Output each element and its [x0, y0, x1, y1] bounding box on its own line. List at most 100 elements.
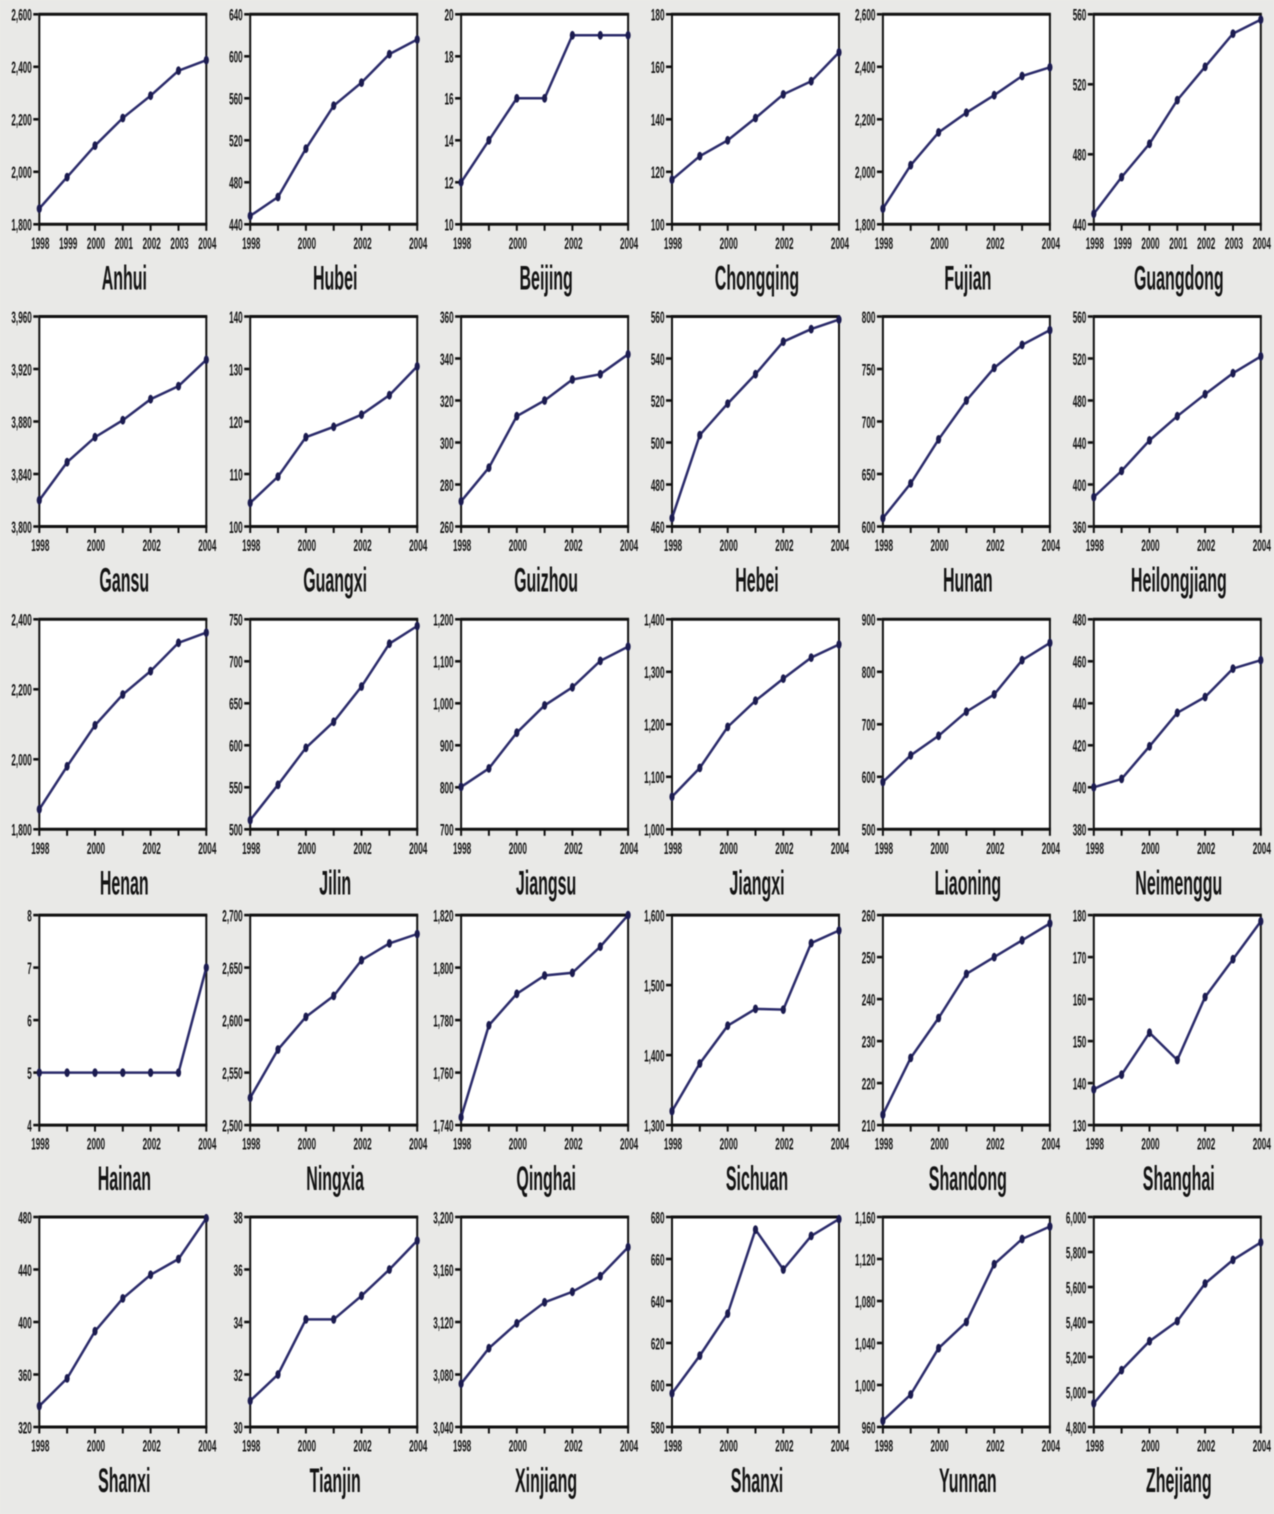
svg-text:2004: 2004	[1042, 1437, 1060, 1456]
svg-text:3,120: 3,120	[433, 1313, 453, 1332]
svg-text:2,200: 2,200	[11, 681, 31, 700]
svg-text:2002: 2002	[775, 1437, 793, 1456]
svg-text:10: 10	[445, 216, 454, 235]
svg-text:1998: 1998	[31, 536, 49, 555]
svg-text:1998: 1998	[453, 536, 471, 555]
svg-text:2002: 2002	[986, 1437, 1004, 1456]
svg-text:1,120: 1,120	[855, 1250, 875, 1269]
svg-text:700: 700	[862, 413, 876, 432]
svg-text:5: 5	[27, 1064, 32, 1083]
svg-text:12: 12	[445, 174, 454, 193]
svg-text:4: 4	[27, 1116, 32, 1135]
svg-text:Zhejiang: Zhejiang	[1146, 1462, 1212, 1500]
svg-text:260: 260	[862, 906, 876, 925]
svg-text:1998: 1998	[242, 1437, 260, 1456]
svg-text:580: 580	[651, 1418, 665, 1437]
svg-text:160: 160	[651, 58, 665, 77]
svg-text:2000: 2000	[509, 839, 527, 858]
svg-text:Liaoning: Liaoning	[935, 864, 1002, 902]
svg-text:2004: 2004	[831, 839, 849, 858]
svg-text:2002: 2002	[775, 839, 793, 858]
svg-text:1998: 1998	[453, 1437, 471, 1456]
svg-text:1998: 1998	[242, 234, 260, 253]
svg-text:1,000: 1,000	[855, 1376, 875, 1395]
svg-text:32: 32	[234, 1366, 243, 1385]
svg-text:140: 140	[229, 308, 243, 327]
svg-text:1998: 1998	[664, 536, 682, 555]
svg-text:8: 8	[27, 906, 32, 925]
svg-text:2002: 2002	[143, 536, 161, 555]
svg-text:Shandong: Shandong	[929, 1160, 1007, 1198]
svg-text:Gansu: Gansu	[99, 562, 149, 600]
svg-text:2,550: 2,550	[222, 1064, 242, 1083]
svg-text:1998: 1998	[1086, 1135, 1104, 1154]
svg-text:110: 110	[230, 465, 243, 484]
svg-text:2004: 2004	[409, 536, 427, 555]
svg-text:550: 550	[229, 779, 243, 798]
svg-text:320: 320	[440, 392, 454, 411]
svg-text:2004: 2004	[198, 1437, 216, 1456]
svg-text:1,160: 1,160	[855, 1208, 875, 1227]
svg-text:1,760: 1,760	[433, 1064, 453, 1083]
svg-text:2004: 2004	[831, 1135, 849, 1154]
svg-text:250: 250	[862, 948, 876, 967]
svg-text:400: 400	[1073, 476, 1087, 495]
svg-text:Qinghai: Qinghai	[516, 1160, 576, 1198]
svg-text:640: 640	[229, 6, 243, 25]
svg-text:1998: 1998	[875, 1135, 893, 1154]
svg-text:14: 14	[445, 132, 454, 151]
svg-text:2002: 2002	[354, 234, 372, 253]
svg-text:660: 660	[651, 1250, 665, 1269]
svg-text:2,600: 2,600	[855, 6, 875, 25]
svg-text:2000: 2000	[87, 234, 105, 253]
svg-text:Yunnan: Yunnan	[939, 1462, 997, 1500]
svg-text:560: 560	[229, 90, 243, 109]
svg-text:2004: 2004	[831, 1437, 849, 1456]
svg-text:4,800: 4,800	[1066, 1418, 1086, 1437]
svg-text:1998: 1998	[875, 1437, 893, 1456]
svg-text:2,000: 2,000	[11, 163, 31, 182]
svg-text:2004: 2004	[409, 234, 427, 253]
svg-text:1998: 1998	[31, 234, 49, 253]
svg-text:120: 120	[651, 163, 665, 182]
svg-text:1998: 1998	[1086, 536, 1104, 555]
svg-text:2000: 2000	[298, 234, 316, 253]
svg-text:400: 400	[18, 1313, 32, 1332]
svg-text:5,400: 5,400	[1066, 1313, 1086, 1332]
svg-text:2,200: 2,200	[855, 111, 875, 130]
svg-text:700: 700	[862, 716, 876, 735]
svg-text:2004: 2004	[1042, 839, 1060, 858]
svg-text:Xinjiang: Xinjiang	[515, 1462, 577, 1500]
svg-text:2004: 2004	[620, 234, 638, 253]
svg-text:2002: 2002	[354, 839, 372, 858]
svg-text:1998: 1998	[31, 839, 49, 858]
svg-text:1,600: 1,600	[644, 906, 664, 925]
svg-text:2,200: 2,200	[11, 111, 31, 130]
svg-text:2,650: 2,650	[222, 959, 242, 978]
svg-text:2000: 2000	[87, 536, 105, 555]
svg-text:2000: 2000	[720, 536, 738, 555]
svg-text:2000: 2000	[1141, 1135, 1159, 1154]
svg-text:1,080: 1,080	[855, 1292, 875, 1311]
svg-text:2,600: 2,600	[11, 6, 31, 25]
svg-text:800: 800	[862, 308, 876, 327]
svg-text:Hubei: Hubei	[313, 259, 357, 297]
svg-text:3,960: 3,960	[11, 308, 31, 327]
svg-text:2004: 2004	[620, 536, 638, 555]
svg-text:2000: 2000	[931, 536, 949, 555]
svg-text:2000: 2000	[298, 1135, 316, 1154]
svg-text:20: 20	[445, 6, 454, 25]
svg-text:100: 100	[651, 216, 665, 235]
svg-text:440: 440	[18, 1261, 32, 1280]
svg-text:180: 180	[1073, 906, 1087, 925]
svg-text:620: 620	[651, 1334, 665, 1353]
svg-text:1,800: 1,800	[11, 216, 31, 235]
svg-text:2000: 2000	[720, 1437, 738, 1456]
svg-text:3,800: 3,800	[11, 518, 31, 537]
svg-text:500: 500	[862, 821, 876, 840]
svg-text:2004: 2004	[1253, 234, 1271, 253]
svg-text:2004: 2004	[198, 536, 216, 555]
svg-text:2002: 2002	[1197, 536, 1215, 555]
svg-text:2004: 2004	[409, 1437, 427, 1456]
svg-text:520: 520	[651, 392, 665, 411]
